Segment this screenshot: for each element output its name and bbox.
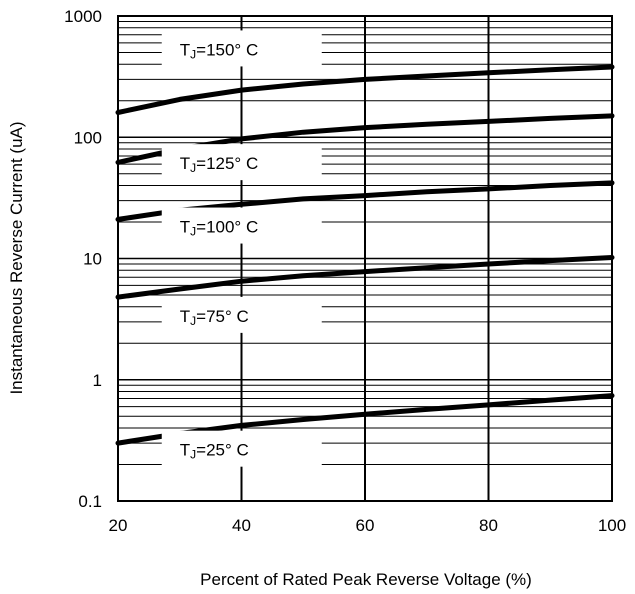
x-tick-label: 100 (598, 516, 626, 535)
series-labels: TJ=150° C TJ=125° C TJ=100° C TJ=75° C TJ=25… (161, 30, 322, 467)
series-label-text: TJ=25° C (180, 441, 249, 462)
series-label-text: TJ=100° C (180, 218, 258, 239)
x-tick-label: 20 (109, 516, 128, 535)
series-label-text: TJ=75° C (180, 307, 249, 328)
x-tick-label: 80 (479, 516, 498, 535)
y-tick-label: 1000 (64, 7, 102, 26)
x-tick-label: 40 (232, 516, 251, 535)
y-tick-labels: 0.1 1 10 100 1000 (64, 7, 102, 511)
series-label-text: TJ=125° C (180, 154, 258, 175)
series-label-text: TJ=150° C (180, 40, 258, 61)
y-tick-label: 10 (83, 250, 102, 269)
series-label-5: TJ=25° C (161, 430, 322, 467)
series-label-bg (161, 207, 322, 244)
series-label-2: TJ=125° C (161, 144, 322, 181)
grid-lines (117, 16, 613, 502)
series-label-3: TJ=100° C (161, 207, 322, 244)
y-tick-label: 1 (93, 371, 102, 390)
y-tick-label: 0.1 (78, 492, 102, 511)
series-label-bg (161, 296, 322, 333)
series-label-bg (161, 30, 322, 67)
x-axis-title: Percent of Rated Peak Reverse Voltage (%… (200, 570, 532, 589)
y-axis-title: Instantaneous Reverse Current (uA) (7, 121, 26, 394)
series-label-4: TJ=75° C (161, 296, 322, 333)
x-tick-label: 60 (356, 516, 375, 535)
plot-frame (117, 15, 613, 502)
y-tick-label: 100 (74, 128, 102, 147)
series-label-1: TJ=150° C (161, 30, 322, 67)
series-label-bg (161, 144, 322, 181)
series-label-bg (161, 430, 322, 467)
series-line-4 (115, 255, 615, 300)
x-tick-labels: 20 40 60 80 100 (109, 516, 627, 535)
series-line-1 (115, 64, 615, 115)
